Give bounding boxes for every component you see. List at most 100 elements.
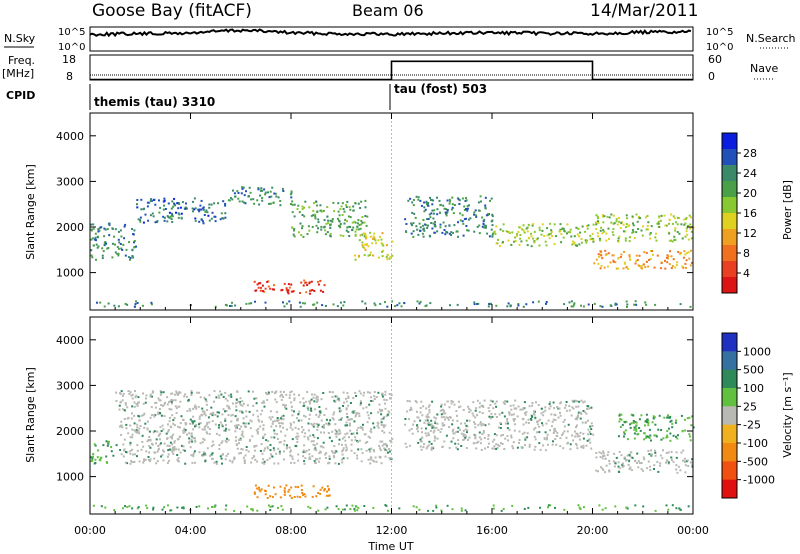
data-cell — [308, 400, 311, 403]
data-cell — [93, 462, 96, 465]
data-cell — [166, 444, 169, 447]
data-cell — [237, 197, 240, 200]
data-cell — [337, 397, 340, 400]
data-cell — [688, 257, 691, 260]
data-cell — [275, 425, 278, 428]
data-cell — [491, 219, 494, 222]
data-cell — [198, 391, 201, 394]
data-cell — [124, 505, 126, 508]
data-cell — [634, 504, 637, 507]
x-tick-label: 04:00 — [175, 524, 207, 537]
data-cell — [289, 426, 292, 429]
data-cell — [468, 411, 471, 414]
data-cell — [341, 443, 343, 446]
data-cell — [263, 449, 266, 452]
data-cell — [645, 260, 648, 263]
data-cell — [548, 237, 551, 240]
data-cell — [108, 234, 111, 237]
data-cell — [567, 423, 570, 426]
data-cell — [200, 218, 203, 221]
data-cell — [565, 436, 568, 439]
data-cell — [136, 455, 138, 458]
data-cell — [318, 452, 321, 455]
data-cell — [290, 283, 293, 286]
data-cell — [222, 408, 225, 411]
data-cell — [378, 235, 381, 238]
data-cell — [155, 438, 158, 441]
data-cell — [573, 303, 576, 306]
data-cell — [614, 303, 617, 306]
data-cell — [96, 246, 99, 249]
data-cell — [579, 411, 582, 414]
data-cell — [453, 224, 456, 227]
data-cell — [301, 225, 304, 228]
data-cell — [273, 284, 275, 287]
time-axis: 00:00 04:00 08:00 12:00 16:00 20:00 00:00 — [74, 113, 709, 537]
data-cell — [601, 215, 604, 218]
data-cell — [545, 301, 548, 303]
data-cell — [636, 259, 639, 262]
data-cell — [313, 422, 316, 425]
data-cell — [525, 303, 528, 306]
data-cell — [365, 236, 368, 239]
data-cell — [131, 436, 134, 439]
data-cell — [120, 424, 123, 427]
data-cell — [140, 208, 143, 211]
data-cell — [135, 300, 137, 303]
data-cell — [306, 391, 309, 393]
data-cell — [289, 422, 292, 425]
data-cell — [301, 205, 304, 208]
data-cell — [176, 506, 179, 509]
data-cell — [450, 440, 453, 443]
data-cell — [107, 440, 110, 443]
data-cell — [90, 223, 93, 226]
data-cell — [163, 216, 166, 219]
data-cell — [601, 467, 604, 470]
data-cell — [506, 435, 509, 438]
colorbar-segment — [722, 406, 737, 426]
data-cell — [348, 206, 351, 209]
data-cell — [176, 458, 179, 461]
data-cell — [183, 395, 186, 398]
freq-tick-top: 18 — [62, 53, 76, 66]
data-cell — [178, 460, 180, 463]
data-cell — [491, 224, 494, 227]
data-cell — [407, 418, 410, 421]
data-cell — [359, 426, 362, 429]
data-cell — [370, 431, 373, 434]
data-cell — [96, 301, 98, 304]
data-cell — [198, 505, 201, 508]
data-cell — [243, 201, 246, 204]
data-cell — [173, 202, 176, 205]
data-cell — [456, 414, 458, 417]
data-cell — [569, 231, 571, 234]
data-cell — [533, 240, 536, 243]
data-cell — [198, 417, 201, 420]
data-cell — [609, 304, 612, 307]
data-cell — [476, 414, 479, 417]
data-cell — [516, 235, 518, 238]
data-cell — [125, 427, 128, 430]
data-cell — [687, 465, 690, 467]
data-cell — [432, 212, 435, 215]
nsearch-tick-top: 10^5 — [706, 27, 733, 38]
data-cell — [333, 411, 336, 414]
data-cell — [298, 301, 301, 304]
data-cell — [316, 442, 319, 445]
data-cell — [533, 435, 536, 438]
data-cell — [254, 449, 257, 452]
data-cell — [261, 197, 264, 199]
x-tick-label: 08:00 — [275, 524, 307, 537]
data-cell — [273, 432, 276, 435]
data-cell — [346, 200, 349, 203]
data-cell — [167, 202, 170, 205]
data-cell — [96, 456, 99, 459]
data-cell — [359, 402, 362, 405]
data-cell — [277, 419, 280, 421]
data-cell — [586, 405, 589, 407]
data-cell — [522, 229, 525, 232]
data-cell — [572, 439, 575, 442]
data-cell — [124, 223, 127, 226]
data-cell — [206, 409, 209, 411]
data-cell — [412, 199, 415, 201]
